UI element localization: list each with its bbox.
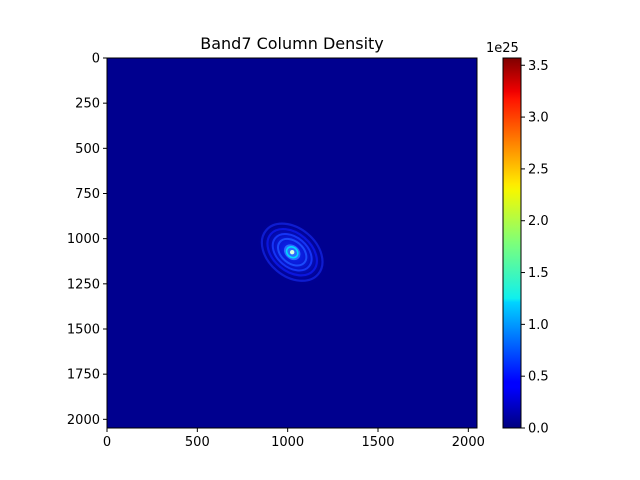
y-tick-label: 500 bbox=[75, 142, 100, 157]
plot-frame bbox=[106, 57, 478, 429]
colorbar-tick-label: 2.0 bbox=[528, 214, 549, 229]
y-tick-label: 250 bbox=[75, 97, 100, 112]
density-feature bbox=[256, 218, 328, 286]
x-axis: 0 500 1000 1500 2000 bbox=[103, 428, 485, 450]
density-ring bbox=[277, 237, 308, 267]
colorbar-exponent-label: 1e25 bbox=[486, 41, 519, 56]
colorbar-gradient bbox=[503, 58, 521, 428]
colorbar: 1e25 0.0 0.5 1.0 1.5 2.0 2.5 3.0 3.5 bbox=[486, 41, 549, 437]
colorbar-tick-label: 2.5 bbox=[528, 162, 549, 177]
y-tick-label: 1500 bbox=[67, 322, 100, 337]
y-tick-label: 0 bbox=[92, 52, 100, 67]
colorbar-tick-label: 1.5 bbox=[528, 266, 549, 281]
colorbar-tick-label: 0.0 bbox=[528, 422, 549, 437]
y-tick-label: 1250 bbox=[67, 277, 100, 292]
y-tick-label: 750 bbox=[75, 187, 100, 202]
density-ring bbox=[260, 222, 324, 282]
y-axis: 0 250 500 750 1000 1250 1500 1750 2000 bbox=[67, 52, 107, 428]
x-tick-label: 0 bbox=[103, 435, 111, 450]
density-ring bbox=[266, 227, 318, 277]
y-tick-label: 2000 bbox=[67, 413, 100, 428]
colorbar-tick-label: 3.5 bbox=[528, 59, 549, 74]
density-peak-point bbox=[289, 250, 295, 255]
colorbar-frame bbox=[502, 57, 522, 429]
plot-area bbox=[106, 57, 478, 429]
colorbar-tick-label: 1.0 bbox=[528, 318, 549, 333]
x-tick-label: 1000 bbox=[271, 435, 304, 450]
chart-title: Band7 Column Density bbox=[200, 34, 384, 53]
colorbar-tick-label: 0.5 bbox=[528, 370, 549, 385]
density-ring bbox=[271, 232, 313, 272]
density-core-ring bbox=[285, 245, 299, 259]
colorbar-tick-label: 3.0 bbox=[528, 111, 549, 126]
y-tick-label: 1750 bbox=[67, 368, 100, 383]
x-tick-label: 1500 bbox=[361, 435, 394, 450]
x-tick-label: 500 bbox=[185, 435, 210, 450]
x-tick-label: 2000 bbox=[452, 435, 485, 450]
y-tick-label: 1000 bbox=[67, 232, 100, 247]
